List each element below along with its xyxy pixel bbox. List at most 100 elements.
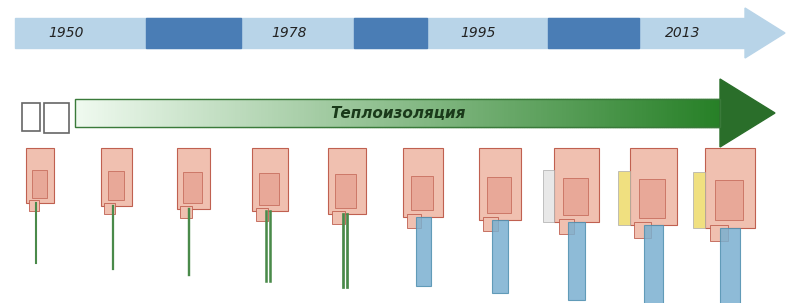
Bar	[311, 99, 314, 127]
Bar	[642, 99, 645, 127]
Bar	[438, 99, 441, 127]
Bar	[314, 99, 316, 127]
Bar	[486, 99, 488, 127]
Bar	[247, 99, 249, 127]
Bar	[423, 99, 426, 127]
Bar	[320, 99, 322, 127]
Bar	[269, 99, 270, 127]
Bar	[394, 99, 395, 127]
Bar	[135, 99, 138, 127]
Bar	[510, 99, 511, 127]
Bar	[348, 99, 350, 127]
Bar	[638, 99, 641, 127]
Bar	[241, 99, 242, 127]
Bar	[683, 99, 686, 127]
Bar	[494, 99, 496, 127]
Bar	[403, 148, 443, 217]
Bar	[658, 99, 660, 127]
Bar	[669, 99, 670, 127]
Bar	[630, 148, 677, 225]
Bar	[715, 180, 742, 220]
Bar	[219, 99, 221, 127]
Bar	[460, 99, 462, 127]
Bar	[626, 99, 627, 127]
Bar	[698, 99, 701, 127]
Bar	[242, 99, 245, 127]
Bar	[400, 99, 402, 127]
Bar	[511, 99, 514, 127]
Bar	[228, 99, 230, 127]
Bar	[185, 99, 187, 127]
Bar	[520, 99, 522, 127]
Bar	[256, 208, 268, 221]
Bar	[568, 222, 586, 300]
Bar	[378, 99, 380, 127]
Text: 1950: 1950	[48, 26, 84, 40]
Bar	[546, 99, 548, 127]
Bar	[176, 99, 178, 127]
Bar	[565, 99, 567, 127]
Bar	[682, 99, 683, 127]
Bar	[187, 99, 189, 127]
Bar	[614, 99, 617, 127]
Bar	[282, 99, 283, 127]
Bar	[380, 99, 382, 127]
Bar	[613, 99, 614, 127]
Bar	[538, 99, 539, 127]
Bar	[148, 99, 150, 127]
Bar	[342, 99, 344, 127]
Bar	[441, 99, 442, 127]
Bar	[234, 99, 236, 127]
Bar	[644, 225, 662, 303]
Bar	[664, 99, 666, 127]
Bar	[632, 99, 634, 127]
Bar	[692, 99, 694, 127]
Bar	[92, 99, 94, 127]
Bar	[421, 99, 423, 127]
Bar	[326, 99, 329, 127]
Bar	[651, 99, 654, 127]
Bar	[264, 99, 266, 127]
Bar	[557, 99, 558, 127]
Bar	[131, 99, 133, 127]
Bar	[550, 99, 552, 127]
Bar	[301, 99, 303, 127]
Bar	[675, 99, 677, 127]
Bar	[662, 99, 664, 127]
Bar	[107, 171, 124, 200]
Bar	[598, 99, 600, 127]
Bar	[507, 99, 510, 127]
Bar	[701, 99, 703, 127]
Bar	[101, 99, 103, 127]
Bar	[146, 99, 148, 127]
Bar	[98, 99, 101, 127]
Bar	[318, 99, 320, 127]
Bar	[357, 99, 358, 127]
Bar	[539, 99, 542, 127]
Bar	[103, 99, 105, 127]
Bar	[367, 99, 370, 127]
Bar	[673, 99, 675, 127]
Bar	[479, 99, 482, 127]
Bar	[576, 99, 578, 127]
Bar	[385, 99, 386, 127]
Bar	[442, 99, 445, 127]
Bar	[226, 99, 228, 127]
Bar	[710, 99, 711, 127]
Bar	[350, 99, 352, 127]
Bar	[679, 99, 682, 127]
Bar	[217, 99, 219, 127]
Bar	[389, 99, 391, 127]
Bar	[288, 99, 290, 127]
Bar	[602, 99, 604, 127]
Bar	[582, 99, 585, 127]
Bar	[430, 99, 432, 127]
Bar	[585, 99, 586, 127]
Bar	[114, 99, 116, 127]
Bar	[213, 99, 214, 127]
Bar	[133, 99, 135, 127]
Bar	[116, 99, 118, 127]
Bar	[591, 99, 593, 127]
Bar	[710, 225, 727, 241]
Bar	[172, 99, 174, 127]
